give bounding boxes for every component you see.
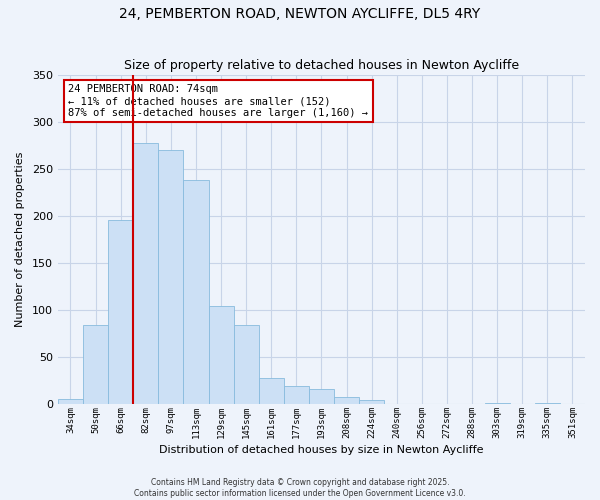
- Bar: [259, 378, 284, 404]
- Bar: [58, 399, 83, 404]
- Bar: [284, 386, 309, 404]
- X-axis label: Distribution of detached houses by size in Newton Aycliffe: Distribution of detached houses by size …: [159, 445, 484, 455]
- Text: 24 PEMBERTON ROAD: 74sqm
← 11% of detached houses are smaller (152)
87% of semi-: 24 PEMBERTON ROAD: 74sqm ← 11% of detach…: [68, 84, 368, 117]
- Bar: [158, 150, 184, 405]
- Y-axis label: Number of detached properties: Number of detached properties: [15, 152, 25, 327]
- Text: 24, PEMBERTON ROAD, NEWTON AYCLIFFE, DL5 4RY: 24, PEMBERTON ROAD, NEWTON AYCLIFFE, DL5…: [119, 8, 481, 22]
- Bar: [359, 400, 384, 404]
- Bar: [334, 397, 359, 404]
- Bar: [133, 144, 158, 404]
- Bar: [209, 306, 233, 404]
- Bar: [83, 326, 108, 404]
- Bar: [184, 180, 209, 404]
- Text: Contains HM Land Registry data © Crown copyright and database right 2025.
Contai: Contains HM Land Registry data © Crown c…: [134, 478, 466, 498]
- Title: Size of property relative to detached houses in Newton Aycliffe: Size of property relative to detached ho…: [124, 59, 519, 72]
- Bar: [309, 390, 334, 404]
- Bar: [108, 220, 133, 404]
- Bar: [233, 326, 259, 404]
